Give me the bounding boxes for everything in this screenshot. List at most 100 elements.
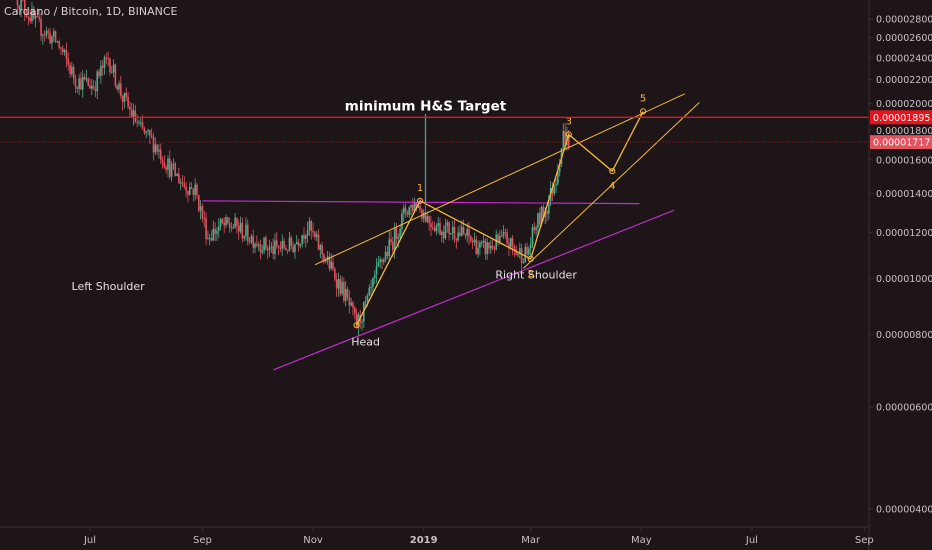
candle-body [306, 229, 309, 236]
candle-body [480, 242, 483, 244]
candle-body [353, 307, 356, 314]
candle-body [43, 34, 46, 36]
candle-body [324, 260, 327, 262]
candle-body [92, 85, 95, 89]
candle [203, 210, 206, 228]
candle [448, 221, 450, 241]
candle-body [379, 259, 381, 263]
candle-body [509, 238, 512, 248]
candle-body [256, 243, 258, 246]
candle [281, 234, 284, 257]
candle [98, 68, 100, 79]
candle [529, 237, 532, 256]
candle [228, 217, 231, 233]
candle [158, 143, 160, 159]
candle [457, 226, 459, 243]
candle-body [74, 78, 77, 87]
candle [207, 230, 209, 240]
candle-body [230, 227, 233, 229]
candle-body [468, 228, 470, 237]
candle-body [277, 245, 280, 248]
candle-body [239, 222, 242, 232]
candle [150, 128, 153, 139]
candle [352, 300, 354, 316]
candle [85, 69, 88, 83]
candle-body [533, 227, 536, 231]
candle-body [537, 212, 539, 228]
candle [259, 239, 262, 260]
candle-body [110, 72, 113, 74]
candle [388, 231, 391, 261]
candle-body [475, 239, 478, 255]
candle-body [393, 227, 396, 251]
candle [430, 215, 432, 236]
candle [167, 155, 169, 178]
candle-body [212, 228, 215, 241]
candle-body [167, 158, 169, 170]
candle-body [58, 41, 60, 48]
candle [535, 225, 537, 237]
candle [51, 35, 53, 50]
candle [266, 245, 269, 260]
candle-body [528, 248, 530, 255]
candle [61, 45, 64, 55]
candle-body [172, 163, 175, 165]
candle-body [203, 218, 206, 220]
candle-body [426, 216, 429, 222]
candle [279, 241, 282, 253]
candle-body [154, 144, 157, 153]
candle [464, 233, 467, 240]
candle-body [81, 76, 84, 90]
candle-body [159, 149, 162, 160]
candle-body [120, 83, 122, 96]
candle-body [297, 242, 300, 246]
candle-body [139, 122, 142, 124]
candle [76, 86, 79, 93]
candle [219, 217, 222, 231]
candle-body [116, 85, 119, 90]
candle [412, 198, 414, 214]
candle-body [502, 232, 505, 237]
candle-body [310, 220, 313, 231]
candle [310, 219, 313, 240]
candle [129, 101, 131, 117]
candle [110, 65, 113, 74]
candle-body [524, 246, 527, 263]
candle [100, 60, 102, 84]
candle-body [71, 66, 73, 75]
wave-label: 4 [609, 181, 615, 192]
candle-body [143, 128, 146, 133]
candle [484, 237, 487, 260]
candle-body [343, 281, 345, 301]
candle [518, 242, 521, 259]
candle-body [326, 256, 329, 261]
candle [283, 237, 285, 251]
candle [250, 234, 253, 245]
candle-body [299, 243, 302, 246]
candle [395, 222, 398, 245]
candle-body [555, 183, 557, 186]
candle-body [341, 281, 343, 294]
candle [89, 78, 91, 89]
candle [83, 73, 86, 81]
candle [339, 275, 342, 297]
candle-body [47, 31, 50, 33]
candle-body [130, 109, 133, 118]
candle-body [163, 162, 166, 167]
candle-body [152, 136, 155, 153]
candle [74, 74, 77, 94]
candle [381, 258, 383, 270]
candle-body [538, 212, 541, 225]
candle [488, 242, 490, 254]
candle [34, 12, 37, 28]
candle-body [185, 186, 187, 192]
candle-body [386, 251, 389, 256]
candle-body [65, 50, 68, 59]
symbol-title: Cardano / Bitcoin, 1D, BINANCE [4, 5, 178, 18]
candle [303, 227, 305, 244]
candle [292, 241, 294, 254]
candle [210, 230, 213, 242]
candle [170, 160, 173, 182]
candle [326, 250, 329, 265]
